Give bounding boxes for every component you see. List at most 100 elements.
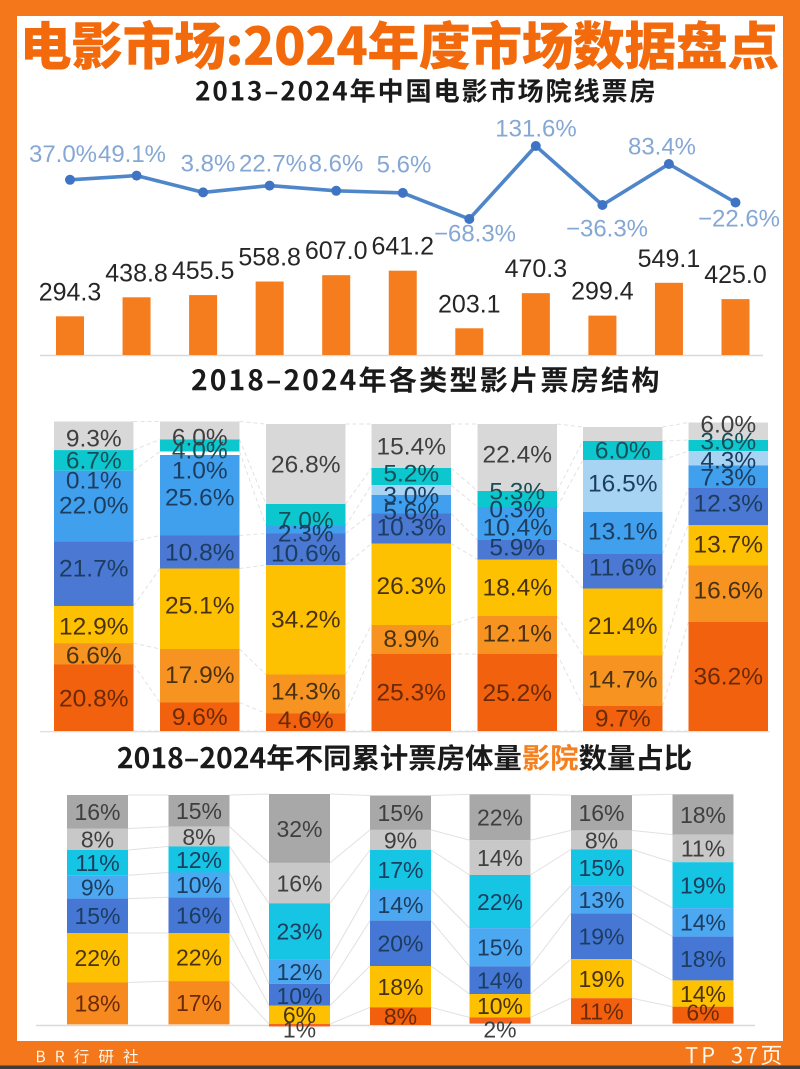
svg-text:49.1%: 49.1% bbox=[98, 141, 166, 168]
svg-text:13.1%: 13.1% bbox=[588, 519, 657, 546]
svg-text:13%: 13% bbox=[578, 887, 624, 913]
svg-text:15%: 15% bbox=[176, 798, 222, 824]
svg-text:9.7%: 9.7% bbox=[595, 706, 651, 733]
svg-text:11%: 11% bbox=[75, 850, 119, 876]
svg-text:4.6%: 4.6% bbox=[278, 707, 334, 734]
svg-text:18%: 18% bbox=[74, 991, 120, 1017]
svg-text:6.6%: 6.6% bbox=[66, 643, 122, 670]
svg-text:11.6%: 11.6% bbox=[589, 555, 657, 582]
svg-text:19%: 19% bbox=[578, 924, 624, 950]
svg-text:8%: 8% bbox=[81, 827, 114, 853]
svg-text:22.7%: 22.7% bbox=[239, 151, 307, 178]
svg-text:18%: 18% bbox=[680, 946, 726, 972]
svg-text:6%: 6% bbox=[283, 1002, 316, 1028]
svg-text:−68.3%: −68.3% bbox=[434, 221, 516, 248]
svg-text:299.4: 299.4 bbox=[571, 278, 634, 306]
svg-text:15%: 15% bbox=[74, 903, 120, 929]
svg-text:2%: 2% bbox=[483, 1017, 516, 1043]
svg-text:6.7%: 6.7% bbox=[66, 448, 122, 475]
svg-text:20%: 20% bbox=[377, 931, 423, 957]
svg-text:438.8: 438.8 bbox=[105, 259, 168, 287]
svg-text:36.2%: 36.2% bbox=[694, 664, 763, 691]
svg-text:455.5: 455.5 bbox=[172, 257, 235, 285]
svg-text:5.6%: 5.6% bbox=[383, 499, 439, 526]
svg-text:9.6%: 9.6% bbox=[172, 704, 228, 731]
svg-text:17.9%: 17.9% bbox=[165, 662, 234, 689]
svg-text:15%: 15% bbox=[377, 800, 423, 826]
svg-text:16%: 16% bbox=[74, 799, 120, 825]
svg-text:8.6%: 8.6% bbox=[309, 151, 364, 178]
svg-text:14.3%: 14.3% bbox=[271, 679, 340, 706]
svg-text:25.1%: 25.1% bbox=[165, 593, 234, 620]
svg-text:8%: 8% bbox=[182, 824, 215, 850]
svg-text:18%: 18% bbox=[377, 974, 423, 1000]
svg-text:21.7%: 21.7% bbox=[59, 556, 128, 583]
svg-text:19%: 19% bbox=[578, 966, 624, 992]
svg-text:22%: 22% bbox=[477, 889, 523, 915]
svg-text:470.3: 470.3 bbox=[505, 255, 568, 283]
svg-text:17%: 17% bbox=[377, 857, 423, 883]
svg-text:2.3%: 2.3% bbox=[278, 521, 334, 548]
svg-text:13.7%: 13.7% bbox=[694, 532, 763, 559]
svg-text:10.4%: 10.4% bbox=[483, 515, 552, 542]
svg-text:10.6%: 10.6% bbox=[271, 541, 340, 568]
svg-text:607.0: 607.0 bbox=[305, 237, 368, 265]
svg-text:8.9%: 8.9% bbox=[383, 626, 439, 653]
svg-text:26.3%: 26.3% bbox=[377, 573, 446, 600]
svg-text:8%: 8% bbox=[585, 827, 618, 853]
svg-text:10.8%: 10.8% bbox=[165, 540, 234, 567]
svg-text:22%: 22% bbox=[74, 945, 120, 971]
svg-text:10.3%: 10.3% bbox=[377, 515, 446, 542]
svg-text:4.0%: 4.0% bbox=[172, 438, 228, 465]
svg-text:25.3%: 25.3% bbox=[377, 680, 446, 707]
svg-text:203.1: 203.1 bbox=[438, 290, 501, 318]
svg-text:19%: 19% bbox=[680, 873, 726, 899]
svg-text:22%: 22% bbox=[176, 944, 222, 970]
svg-text:3.8%: 3.8% bbox=[181, 151, 236, 178]
svg-text:9.3%: 9.3% bbox=[66, 426, 122, 453]
svg-text:5.9%: 5.9% bbox=[489, 535, 545, 562]
svg-text:7.3%: 7.3% bbox=[700, 465, 756, 492]
svg-text:6.0%: 6.0% bbox=[172, 425, 228, 452]
svg-text:18%: 18% bbox=[680, 802, 726, 828]
svg-text:23%: 23% bbox=[276, 919, 322, 945]
svg-text:4.3%: 4.3% bbox=[700, 448, 756, 475]
svg-text:6.0%: 6.0% bbox=[700, 412, 756, 439]
svg-text:131.6%: 131.6% bbox=[495, 116, 576, 143]
svg-text:12.3%: 12.3% bbox=[694, 491, 763, 518]
svg-text:3.6%: 3.6% bbox=[700, 429, 756, 456]
svg-text:37.0%: 37.0% bbox=[29, 141, 97, 168]
svg-text:16.6%: 16.6% bbox=[694, 578, 763, 605]
svg-text:15%: 15% bbox=[578, 855, 624, 881]
svg-text:641.2: 641.2 bbox=[371, 233, 434, 261]
svg-text:3.0%: 3.0% bbox=[383, 483, 439, 510]
svg-text:22.0%: 22.0% bbox=[59, 493, 128, 520]
svg-text:18.4%: 18.4% bbox=[483, 575, 552, 602]
svg-text:14.7%: 14.7% bbox=[588, 667, 657, 694]
svg-text:5.3%: 5.3% bbox=[489, 479, 545, 506]
svg-text:6.0%: 6.0% bbox=[595, 438, 651, 465]
svg-text:558.8: 558.8 bbox=[238, 244, 301, 272]
svg-text:549.1: 549.1 bbox=[638, 245, 701, 273]
svg-text:−36.3%: −36.3% bbox=[566, 216, 648, 243]
svg-text:−22.6%: −22.6% bbox=[698, 206, 780, 233]
svg-text:16%: 16% bbox=[578, 800, 624, 826]
svg-text:9%: 9% bbox=[384, 827, 417, 853]
svg-text:21.4%: 21.4% bbox=[588, 613, 657, 640]
svg-text:8%: 8% bbox=[384, 1004, 417, 1030]
svg-text:25.2%: 25.2% bbox=[483, 680, 552, 707]
svg-text:14%: 14% bbox=[680, 910, 726, 936]
svg-text:10%: 10% bbox=[176, 872, 222, 898]
svg-text:0.1%: 0.1% bbox=[66, 468, 122, 495]
svg-text:5.2%: 5.2% bbox=[383, 461, 439, 488]
svg-text:26.8%: 26.8% bbox=[271, 452, 340, 479]
svg-text:294.3: 294.3 bbox=[39, 278, 102, 306]
svg-text:15%: 15% bbox=[477, 935, 523, 961]
svg-text:425.0: 425.0 bbox=[704, 261, 767, 289]
svg-text:34.2%: 34.2% bbox=[271, 607, 340, 634]
svg-text:22.4%: 22.4% bbox=[483, 442, 552, 469]
svg-text:20.8%: 20.8% bbox=[59, 686, 128, 713]
svg-text:11%: 11% bbox=[579, 998, 623, 1024]
svg-text:14%: 14% bbox=[477, 845, 523, 871]
svg-text:16%: 16% bbox=[176, 903, 222, 929]
